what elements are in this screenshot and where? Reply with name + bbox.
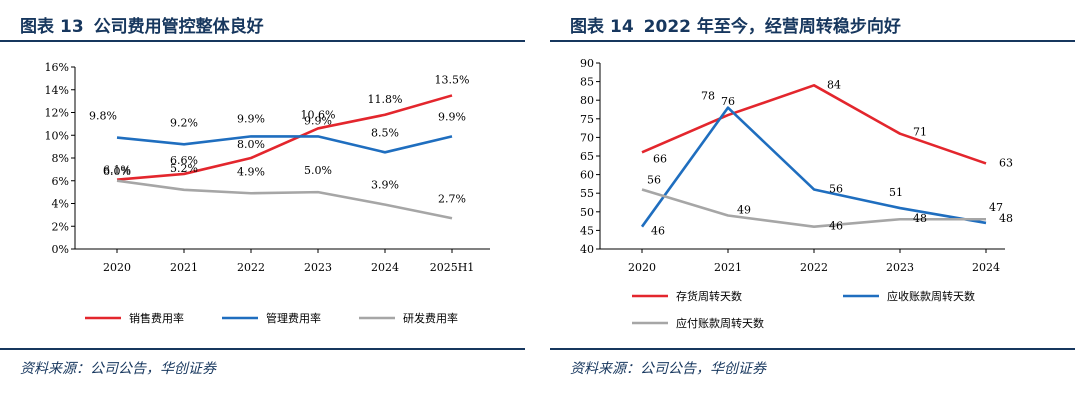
expense-ratio-chart: 0% 2% 4% 6% 8% 10% 12% 14% 16% 2020 2021 2022 2023 20…	[45, 61, 490, 325]
data-label: 3.9%	[371, 179, 399, 192]
y-tick-label: 45	[580, 224, 594, 237]
data-label: 6.1%	[103, 164, 131, 177]
right-title-text: 2022 年至今，经营周转稳步向好	[643, 17, 901, 37]
data-label: 10.6%	[301, 108, 336, 121]
data-label: 48	[999, 212, 1013, 225]
x-tick-label: 2020	[103, 261, 131, 274]
y-tick-label: 6%	[52, 175, 69, 188]
data-label: 84	[827, 78, 841, 91]
right-chart-title: 图表 14 2022 年至今，经营周转稳步向好	[570, 12, 901, 37]
data-label: 9.8%	[89, 110, 117, 123]
y-tick-label: 80	[580, 94, 594, 107]
legend-label: 应收账款周转天数	[887, 289, 975, 303]
y-tick-label: 50	[580, 206, 594, 219]
y-tick-label: 55	[580, 187, 594, 200]
data-label: 47	[989, 201, 1003, 214]
y-tick-label: 85	[580, 76, 594, 89]
left-chart-title: 图表 13 公司费用管控整体良好	[20, 12, 264, 37]
data-label: 5.2%	[170, 162, 198, 175]
y-tick-label: 0%	[52, 243, 69, 256]
y-tick-label: 16%	[45, 61, 69, 74]
series-line-2	[116, 135, 453, 154]
x-tick-label: 2025H1	[430, 261, 475, 274]
y-tick-label: 65	[580, 150, 594, 163]
left-chart-panel: 图表 13 公司费用管控整体良好 0% 2% 4% 6% 8% 10% 12% 14% 16% 202…	[0, 0, 525, 406]
data-label: 56	[647, 173, 661, 186]
y-tick-label: 4%	[52, 198, 69, 211]
y-tick-label: 8%	[52, 152, 69, 165]
data-label: 9.9%	[438, 110, 466, 123]
left-title-label: 图表	[20, 17, 54, 37]
y-tick-label: 90	[580, 57, 594, 70]
x-tick-label: 2020	[628, 261, 656, 274]
data-label: 56	[829, 182, 843, 195]
legend-label: 管理费用率	[266, 311, 321, 325]
legend-label: 销售费用率	[129, 311, 184, 325]
data-label: 76	[721, 95, 735, 108]
data-label: 51	[889, 186, 903, 199]
series-line-1	[641, 84, 987, 165]
right-title-number: 14	[610, 17, 634, 37]
data-label: 8.5%	[371, 126, 399, 139]
x-tick-label: 2021	[170, 261, 198, 274]
data-label: 4.9%	[237, 165, 265, 178]
series-line-3	[116, 179, 453, 220]
data-label: 9.2%	[170, 116, 198, 129]
right-source-note: 资料来源：公司公告，华创证券	[570, 361, 766, 377]
legend-label: 应付账款周转天数	[676, 316, 764, 330]
left-source-note: 资料来源：公司公告，华创证券	[20, 361, 216, 377]
data-label: 6.6%	[170, 154, 198, 167]
data-label: 46	[829, 220, 843, 233]
data-label: 6.0%	[103, 165, 131, 178]
series-line-2	[640, 106, 987, 228]
data-label: 78	[701, 90, 715, 103]
series-line-3	[641, 188, 986, 228]
right-title-rule	[550, 40, 1075, 42]
x-tick-label: 2022	[800, 261, 828, 274]
data-label: 9.9%	[237, 112, 265, 125]
data-label: 46	[651, 225, 665, 238]
data-label: 48	[913, 212, 927, 225]
y-tick-label: 2%	[52, 220, 69, 233]
x-tick-label: 2024	[972, 261, 1000, 274]
y-tick-label: 10%	[45, 129, 69, 142]
x-tick-label: 2021	[714, 261, 742, 274]
right-title-label: 图表	[570, 17, 604, 37]
y-tick-label: 12%	[45, 107, 69, 120]
x-tick-label: 2023	[886, 261, 914, 274]
data-label: 9.9%	[304, 114, 332, 127]
left-title-number: 13	[60, 17, 84, 37]
y-tick-label: 75	[580, 113, 594, 126]
left-title-text: 公司费用管控整体良好	[93, 17, 264, 37]
y-tick-label: 14%	[45, 84, 69, 97]
right-chart-panel: 图表 14 2022 年至今，经营周转稳步向好 40 45 50 55 60 65 70 75 80…	[550, 0, 1075, 406]
right-source-rule	[550, 348, 1075, 350]
x-tick-label: 2023	[304, 261, 332, 274]
data-label: 5.0%	[304, 164, 332, 177]
x-tick-label: 2022	[237, 261, 265, 274]
left-title-rule	[0, 40, 525, 42]
data-label: 2.7%	[438, 192, 466, 205]
turnover-days-chart: 40 45 50 55 60 65 70 75 80 85 90 2020 2021 2022 2023 20…	[580, 57, 1013, 330]
data-label: 63	[999, 156, 1013, 169]
left-source-rule	[0, 348, 525, 350]
data-label: 13.5%	[435, 73, 470, 86]
data-label: 11.8%	[368, 93, 403, 106]
data-label: 8.0%	[237, 138, 265, 151]
legend-label: 研发费用率	[403, 311, 458, 325]
data-label: 66	[653, 152, 667, 165]
series-line-1	[116, 94, 453, 181]
y-tick-label: 40	[580, 243, 594, 256]
y-tick-label: 70	[580, 131, 594, 144]
x-tick-label: 2024	[371, 261, 399, 274]
data-label: 49	[737, 204, 751, 217]
legend-label: 存货周转天数	[676, 289, 742, 303]
data-label: 71	[913, 126, 927, 139]
y-tick-label: 60	[580, 169, 594, 182]
